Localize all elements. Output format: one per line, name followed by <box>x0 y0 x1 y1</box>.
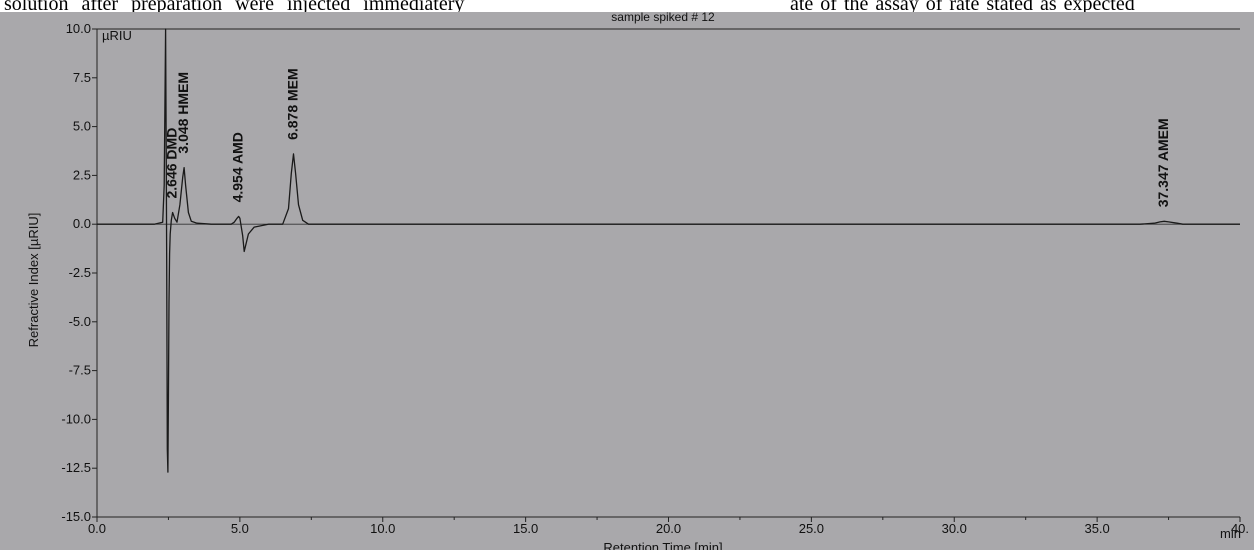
y-tick-label: 0.0 <box>73 216 91 231</box>
y-tick-label: -2.5 <box>69 265 91 280</box>
y-tick-label: -10.0 <box>61 411 91 426</box>
x-tick-label: 20.0 <box>656 521 681 536</box>
x-tick-label: 30.0 <box>942 521 967 536</box>
x-tick-label: 40. <box>1231 521 1249 536</box>
x-tick-label: 25.0 <box>799 521 824 536</box>
y-tick-label: 2.5 <box>73 167 91 182</box>
caption-left: solution after preparation were injected… <box>4 0 465 12</box>
x-tick-label: 5.0 <box>231 521 249 536</box>
x-tick-label: 0.0 <box>88 521 106 536</box>
peak-label: 37.347 AMEM <box>1155 118 1171 207</box>
x-tick-label: 10.0 <box>370 521 395 536</box>
caption-right: ate of the assay of rate stated as expec… <box>790 0 1135 12</box>
y-tick-label: -15.0 <box>61 509 91 524</box>
y-tick-label: 5.0 <box>73 119 91 134</box>
peak-label: 2.646 DMD <box>164 128 180 199</box>
chart-title: sample spiked # 12 <box>611 10 715 24</box>
y-unit-label: µRIU <box>102 28 132 43</box>
x-tick-label: 35.0 <box>1084 521 1109 536</box>
plot-frame <box>96 28 1240 518</box>
chromatogram-trace <box>97 28 1240 473</box>
y-axis-title: Refractive Index [µRIU] <box>26 213 41 348</box>
series-layer <box>97 28 1240 473</box>
x-unit-label: min <box>1220 526 1241 541</box>
x-axis-ticks: 0.0 5.0 10.0 15.0 20.0 25.0 30.0 35.0 40. <box>88 517 1249 536</box>
caption-text-above-chart: solution after preparation were injected… <box>0 0 1254 12</box>
y-tick-label: 10.0 <box>66 21 91 36</box>
y-axis-ticks: 10.0 7.5 5.0 2.5 0.0 -2.5 -5.0 -7.5 -10.0 -12.5 -1… <box>61 21 97 524</box>
peak-label: 4.954 AMD <box>230 132 246 202</box>
y-tick-label: -12.5 <box>61 460 91 475</box>
peak-label: 3.048 HMEM <box>175 72 191 154</box>
y-tick-label: -7.5 <box>69 363 91 378</box>
y-tick-label: -5.0 <box>69 314 91 329</box>
y-tick-label: 7.5 <box>73 70 91 85</box>
peak-label: 6.878 MEM <box>285 68 301 140</box>
x-tick-label: 15.0 <box>513 521 538 536</box>
x-axis-title: Retention Time [min] <box>603 540 722 550</box>
